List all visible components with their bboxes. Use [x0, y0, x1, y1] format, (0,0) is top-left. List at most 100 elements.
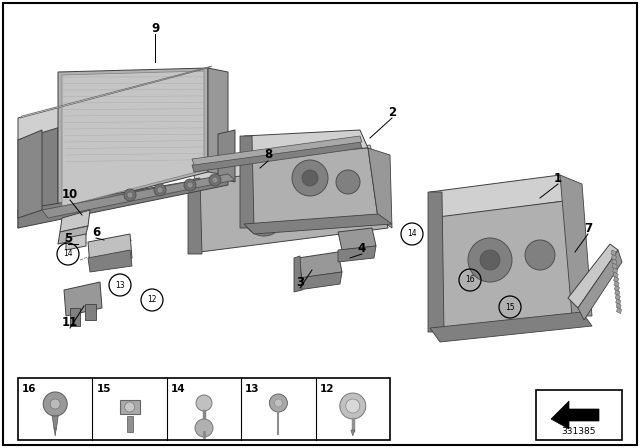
- Polygon shape: [338, 228, 376, 250]
- Polygon shape: [85, 304, 96, 320]
- Polygon shape: [18, 175, 228, 228]
- Circle shape: [336, 170, 360, 194]
- Polygon shape: [52, 416, 58, 430]
- Polygon shape: [218, 130, 235, 182]
- Polygon shape: [430, 175, 572, 218]
- Polygon shape: [616, 299, 621, 305]
- Circle shape: [269, 394, 287, 412]
- Polygon shape: [560, 175, 592, 316]
- Circle shape: [154, 184, 166, 196]
- Text: 7: 7: [584, 221, 592, 234]
- Polygon shape: [244, 130, 368, 158]
- Polygon shape: [58, 226, 88, 244]
- Polygon shape: [18, 118, 58, 228]
- Circle shape: [316, 194, 344, 222]
- Text: 6: 6: [92, 225, 100, 238]
- Polygon shape: [616, 303, 621, 309]
- Text: 1: 1: [554, 172, 562, 185]
- Circle shape: [187, 182, 193, 188]
- Polygon shape: [64, 282, 102, 316]
- Polygon shape: [62, 71, 204, 207]
- Text: 4: 4: [358, 241, 366, 254]
- Polygon shape: [568, 244, 618, 308]
- Polygon shape: [88, 234, 132, 266]
- Polygon shape: [612, 263, 618, 269]
- Text: 8: 8: [264, 148, 272, 161]
- Circle shape: [525, 240, 555, 270]
- Polygon shape: [428, 192, 444, 332]
- Polygon shape: [192, 155, 388, 252]
- Circle shape: [196, 395, 212, 411]
- Polygon shape: [368, 148, 392, 228]
- Circle shape: [275, 399, 282, 407]
- Polygon shape: [613, 272, 618, 278]
- Text: 13: 13: [115, 280, 125, 289]
- Polygon shape: [120, 400, 140, 414]
- Polygon shape: [192, 142, 362, 172]
- Text: 2: 2: [388, 105, 396, 119]
- Polygon shape: [18, 130, 42, 218]
- Circle shape: [256, 208, 272, 224]
- Circle shape: [44, 392, 67, 416]
- Text: 13: 13: [245, 384, 260, 394]
- Polygon shape: [616, 308, 621, 314]
- Polygon shape: [615, 294, 620, 300]
- Circle shape: [468, 238, 512, 282]
- Polygon shape: [338, 246, 376, 262]
- Text: 16: 16: [465, 276, 475, 284]
- Text: 3: 3: [296, 276, 304, 289]
- Text: 15: 15: [505, 302, 515, 311]
- Circle shape: [195, 419, 213, 437]
- Circle shape: [209, 174, 221, 186]
- Polygon shape: [244, 148, 378, 228]
- Polygon shape: [20, 66, 212, 118]
- Circle shape: [480, 250, 500, 270]
- Polygon shape: [127, 416, 132, 432]
- Text: 10: 10: [62, 188, 78, 201]
- Polygon shape: [614, 276, 619, 283]
- Polygon shape: [294, 256, 302, 292]
- Polygon shape: [612, 268, 618, 274]
- Polygon shape: [298, 252, 342, 278]
- FancyBboxPatch shape: [18, 378, 390, 440]
- Circle shape: [212, 177, 218, 183]
- Polygon shape: [88, 250, 132, 272]
- Text: 15: 15: [97, 384, 111, 394]
- Text: 16: 16: [22, 384, 36, 394]
- Circle shape: [340, 393, 366, 419]
- Polygon shape: [54, 428, 56, 436]
- Text: 11: 11: [62, 315, 78, 328]
- Polygon shape: [614, 281, 619, 287]
- Polygon shape: [192, 136, 362, 165]
- Polygon shape: [430, 200, 582, 332]
- Polygon shape: [60, 210, 90, 232]
- Polygon shape: [42, 174, 235, 218]
- Text: 14: 14: [63, 250, 73, 258]
- Polygon shape: [188, 178, 202, 254]
- Text: 14: 14: [171, 384, 186, 394]
- Polygon shape: [351, 430, 355, 436]
- Text: 331385: 331385: [562, 427, 596, 436]
- Polygon shape: [66, 234, 86, 250]
- Polygon shape: [18, 68, 208, 140]
- Text: 12: 12: [147, 296, 157, 305]
- Polygon shape: [578, 250, 622, 320]
- Polygon shape: [240, 136, 254, 228]
- Text: 12: 12: [319, 384, 334, 394]
- Polygon shape: [58, 68, 208, 210]
- Polygon shape: [614, 285, 620, 292]
- Circle shape: [346, 399, 360, 413]
- Polygon shape: [244, 214, 392, 234]
- Polygon shape: [430, 312, 592, 342]
- FancyBboxPatch shape: [536, 390, 622, 440]
- Polygon shape: [611, 254, 616, 260]
- Circle shape: [302, 170, 318, 186]
- Text: 5: 5: [64, 232, 72, 245]
- Polygon shape: [298, 272, 342, 290]
- Circle shape: [124, 189, 136, 201]
- Circle shape: [127, 192, 133, 198]
- Circle shape: [157, 187, 163, 193]
- Circle shape: [292, 160, 328, 196]
- Text: 14: 14: [407, 229, 417, 238]
- Polygon shape: [615, 290, 620, 296]
